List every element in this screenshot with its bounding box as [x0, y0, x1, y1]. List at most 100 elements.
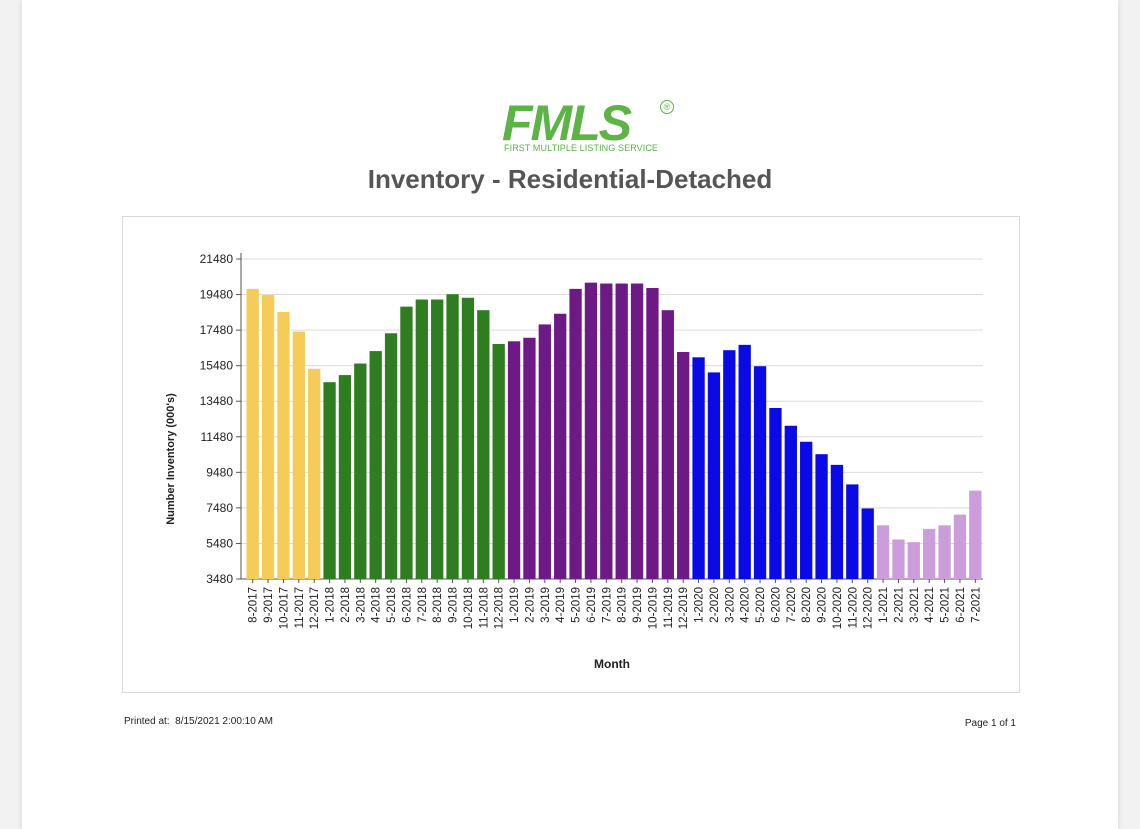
x-tick-label: 2-2018 — [340, 587, 352, 623]
x-tick-label: 12-2019 — [678, 587, 690, 629]
x-tick-label: 4-2019 — [555, 587, 567, 623]
bar — [846, 484, 859, 579]
bar — [692, 357, 705, 579]
bar — [953, 514, 967, 579]
y-tick-label: 7480 — [206, 501, 233, 515]
y-tick-label: 19480 — [200, 288, 234, 302]
x-tick-label: 12-2020 — [863, 587, 875, 629]
registered-mark: ® — [660, 100, 674, 114]
x-tick-label: 8-2017 — [248, 587, 260, 623]
bar — [769, 407, 782, 579]
y-tick-label: 9480 — [206, 465, 233, 479]
y-tick-label: 13480 — [200, 394, 234, 408]
bar — [446, 294, 459, 579]
x-tick-label: 9-2020 — [817, 587, 829, 623]
y-tick-label: 5480 — [206, 536, 233, 550]
bar — [969, 490, 982, 579]
bar — [338, 375, 352, 579]
bar — [923, 528, 936, 579]
x-tick-label: 2-2021 — [893, 587, 905, 623]
bar — [554, 313, 567, 579]
printed-timestamp: 8/15/2021 2:00:10 AM — [175, 716, 274, 727]
x-tick-label: 11-2019 — [663, 587, 675, 628]
bar — [600, 283, 613, 579]
x-tick-label: 11-2017 — [294, 587, 306, 628]
bar — [415, 299, 428, 579]
bar — [538, 324, 551, 579]
bar — [646, 287, 659, 579]
x-tick-label: 8-2019 — [617, 587, 629, 623]
x-tick-label: 3-2019 — [540, 587, 552, 623]
x-tick-label: 10-2017 — [278, 587, 290, 629]
x-tick-label: 9-2019 — [632, 587, 644, 623]
x-tick-label: 3-2018 — [355, 587, 367, 623]
bar — [569, 288, 582, 579]
report-page: FMLS ® FIRST MULTIPLE LISTING SERVICE In… — [22, 0, 1118, 829]
bar — [800, 441, 813, 579]
bar — [384, 333, 398, 579]
x-tick-label: 9-2017 — [263, 587, 275, 623]
bar — [907, 542, 920, 579]
x-tick-label: 7-2020 — [786, 587, 798, 623]
x-tick-label: 7-2021 — [970, 587, 982, 623]
x-tick-label: 5-2021 — [940, 587, 952, 623]
bar — [477, 310, 490, 579]
bar — [630, 283, 644, 579]
x-tick-label: 10-2020 — [832, 587, 844, 629]
bar — [369, 351, 382, 579]
bar — [876, 525, 890, 579]
bar — [738, 344, 751, 579]
page-number: Page 1 of 1 — [964, 718, 1016, 729]
bar — [830, 464, 844, 579]
x-tick-label: 3-2021 — [909, 587, 921, 623]
x-tick-label: 4-2020 — [740, 587, 752, 623]
x-tick-label: 1-2019 — [509, 587, 521, 623]
y-tick-label: 15480 — [200, 359, 234, 373]
bar — [784, 425, 797, 579]
y-axis-title: Number Inventory (000's) — [165, 393, 177, 525]
bar — [461, 297, 475, 579]
x-tick-label: 11-2020 — [847, 587, 859, 628]
x-tick-label: 10-2019 — [647, 587, 659, 629]
x-tick-label: 12-2018 — [494, 587, 506, 629]
x-tick-label: 8-2020 — [801, 587, 813, 623]
logo-mark: FMLS — [502, 95, 632, 151]
x-tick-label: 3-2020 — [724, 587, 736, 623]
x-tick-label: 8-2018 — [432, 587, 444, 623]
y-tick-label: 11480 — [201, 430, 234, 444]
x-tick-label: 11-2018 — [478, 587, 490, 628]
x-tick-label: 4-2018 — [371, 587, 383, 623]
x-tick-label: 7-2018 — [417, 587, 429, 623]
bar — [323, 382, 336, 579]
chart-title: Inventory - Residential-Detached — [367, 164, 773, 194]
bar — [615, 283, 628, 579]
fmls-logo: FMLS ® FIRST MULTIPLE LISTING SERVICE — [500, 98, 700, 158]
bar — [938, 525, 951, 579]
x-tick-label: 7-2019 — [601, 587, 613, 623]
bar — [292, 331, 305, 579]
x-tick-label: 10-2018 — [463, 587, 475, 629]
bar-chart: 3480 5480 7480 9480 11480 13480 15480 17480 1948… — [165, 252, 983, 671]
bar — [861, 508, 874, 579]
chart-container: 3480 5480 7480 9480 11480 13480 15480 17480 1948… — [122, 216, 1020, 693]
bar — [584, 282, 598, 579]
x-tick-label: 9-2018 — [448, 587, 460, 623]
x-axis-title: Month — [594, 657, 630, 671]
y-tick-label: 3480 — [206, 572, 233, 586]
x-tick-label: 1-2021 — [878, 587, 890, 623]
x-tick-label: 5-2019 — [571, 587, 583, 623]
bar — [308, 368, 321, 579]
bar — [354, 363, 367, 579]
bar — [246, 288, 259, 579]
bar — [661, 310, 674, 579]
bar — [277, 311, 290, 579]
bar — [261, 295, 275, 579]
x-tick-label: 2-2020 — [709, 587, 721, 623]
x-tick-label: 6-2018 — [401, 587, 413, 623]
bar — [892, 539, 905, 579]
bar — [507, 341, 521, 579]
x-tick-label: 6-2020 — [770, 587, 782, 623]
printed-at: Printed at: 8/15/2021 2:00:10 AM — [124, 716, 273, 727]
bar — [492, 343, 505, 579]
bar — [523, 337, 536, 579]
